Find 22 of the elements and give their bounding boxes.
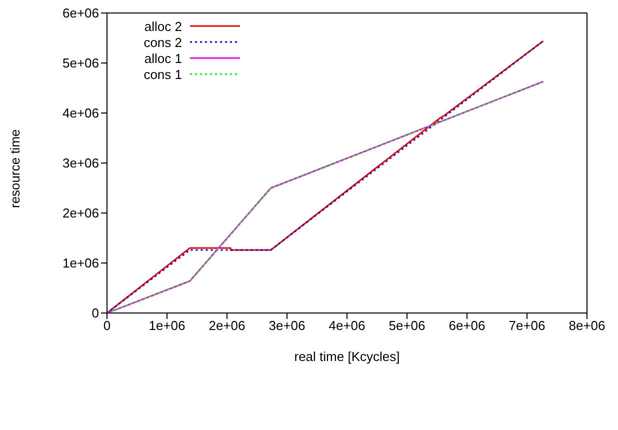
x-tick-label: 7e+06 [508, 318, 546, 334]
x-tick-label: 3e+06 [268, 318, 306, 334]
legend-label: cons 1 [142, 66, 182, 82]
y-tick-label: 5e+06 [62, 56, 99, 71]
y-axis-title: resource time [8, 129, 23, 208]
y-tick-label: 0 [92, 306, 99, 321]
x-tick-label: 5e+06 [388, 318, 426, 334]
y-tick-label: 4e+06 [62, 106, 99, 121]
x-tick-label: 8e+06 [568, 318, 606, 334]
x-tick-label: 2e+06 [208, 318, 246, 334]
x-tick-label: 4e+06 [328, 318, 366, 334]
x-tick-label: 0 [103, 318, 111, 334]
x-tick-label: 1e+06 [148, 318, 186, 334]
legend-label: alloc 2 [143, 18, 182, 34]
x-axis-title: real time [Kcycles] [294, 349, 400, 364]
y-tick-label: 1e+06 [62, 256, 99, 271]
legend-label: cons 2 [142, 34, 182, 50]
x-tick-label: 6e+06 [448, 318, 486, 334]
y-tick-label: 6e+06 [62, 6, 99, 21]
y-tick-label: 3e+06 [62, 156, 99, 171]
legend-label: alloc 1 [143, 50, 182, 66]
y-tick-label: 2e+06 [62, 206, 99, 221]
